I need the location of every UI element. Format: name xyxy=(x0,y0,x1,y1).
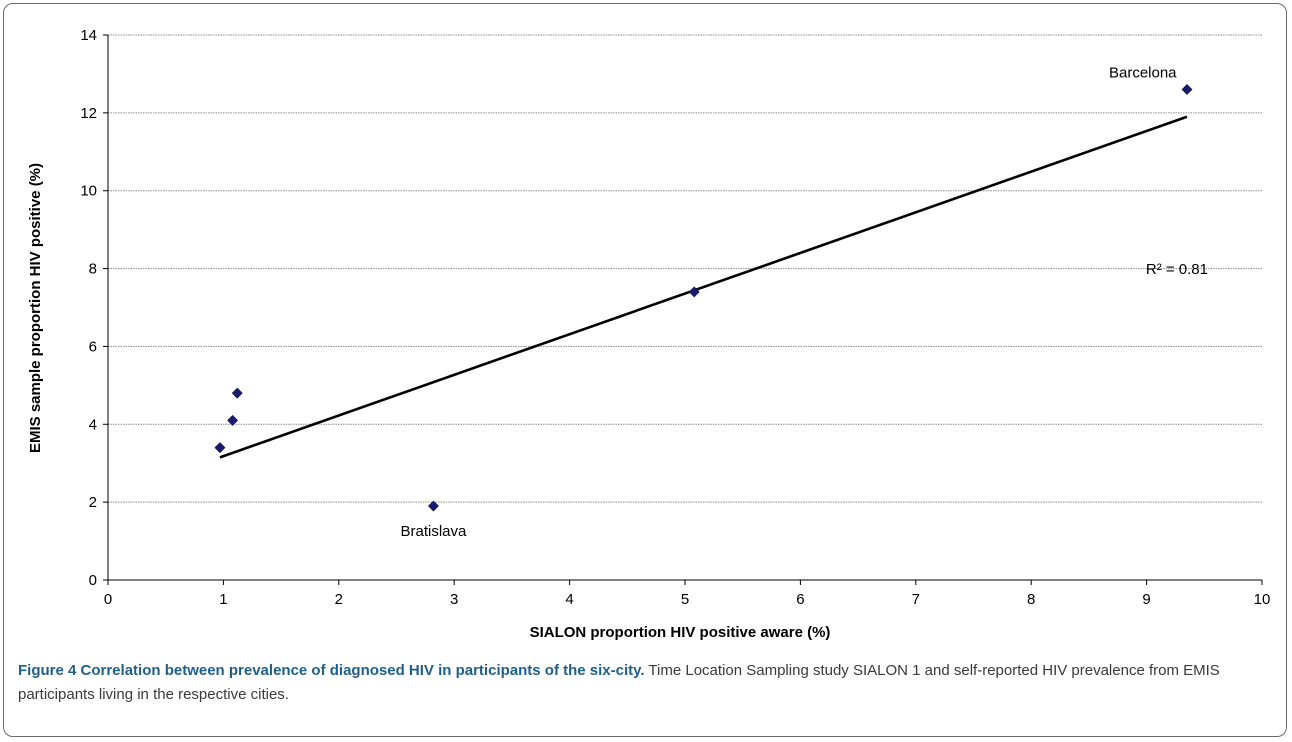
x-tick-label: 8 xyxy=(1027,591,1035,608)
y-tick-label: 0 xyxy=(89,572,97,589)
y-tick-label: 4 xyxy=(89,416,97,433)
y-tick-label: 14 xyxy=(80,27,97,44)
x-tick-label: 10 xyxy=(1254,591,1271,608)
x-tick-label: 1 xyxy=(219,591,227,608)
data-point xyxy=(428,500,439,512)
figure-frame xyxy=(3,3,1287,737)
x-tick-label: 7 xyxy=(912,591,920,608)
data-point xyxy=(227,414,239,426)
data-points xyxy=(214,84,1193,512)
x-tick-label: 9 xyxy=(1142,591,1150,608)
y-axis-title: EMIS sample proportion HIV positive (%) xyxy=(27,163,44,453)
y-tick-label: 12 xyxy=(80,105,97,122)
data-point xyxy=(1181,84,1193,95)
figure-caption: Figure 4 Correlation between prevalence … xyxy=(18,659,1274,707)
caption-text: Time Location Sampling study SIALON 1 an… xyxy=(18,662,1220,703)
grid-layer xyxy=(108,34,1262,503)
data-point xyxy=(214,442,226,454)
labels: Barcelona Bratislava R² = 0.81 xyxy=(400,65,1208,541)
caption-title: Figure 4 Correlation between prevalence … xyxy=(18,662,645,679)
y-tick-label: 2 xyxy=(89,494,97,511)
x-tick-label: 3 xyxy=(450,591,458,608)
data-point xyxy=(688,286,700,298)
x-axis-title: SIALON proportion HIV positive aware (%) xyxy=(530,624,831,641)
r-squared-annotation: R² = 0.81 xyxy=(1146,261,1208,278)
trendline-layer xyxy=(219,115,1188,459)
y-tick-label: 10 xyxy=(80,183,97,200)
x-tick-label: 5 xyxy=(681,591,689,608)
x-tick-label: 2 xyxy=(335,591,343,608)
point-label: Bratislava xyxy=(400,523,467,540)
data-point xyxy=(231,387,243,399)
x-tick-label: 0 xyxy=(104,591,112,608)
y-tick-label: 6 xyxy=(89,338,97,355)
trendline xyxy=(219,115,1188,459)
x-tick-label: 4 xyxy=(565,591,573,608)
y-tick-label: 8 xyxy=(89,261,97,278)
point-label: Barcelona xyxy=(1109,65,1177,82)
x-tick-label: 6 xyxy=(796,591,804,608)
